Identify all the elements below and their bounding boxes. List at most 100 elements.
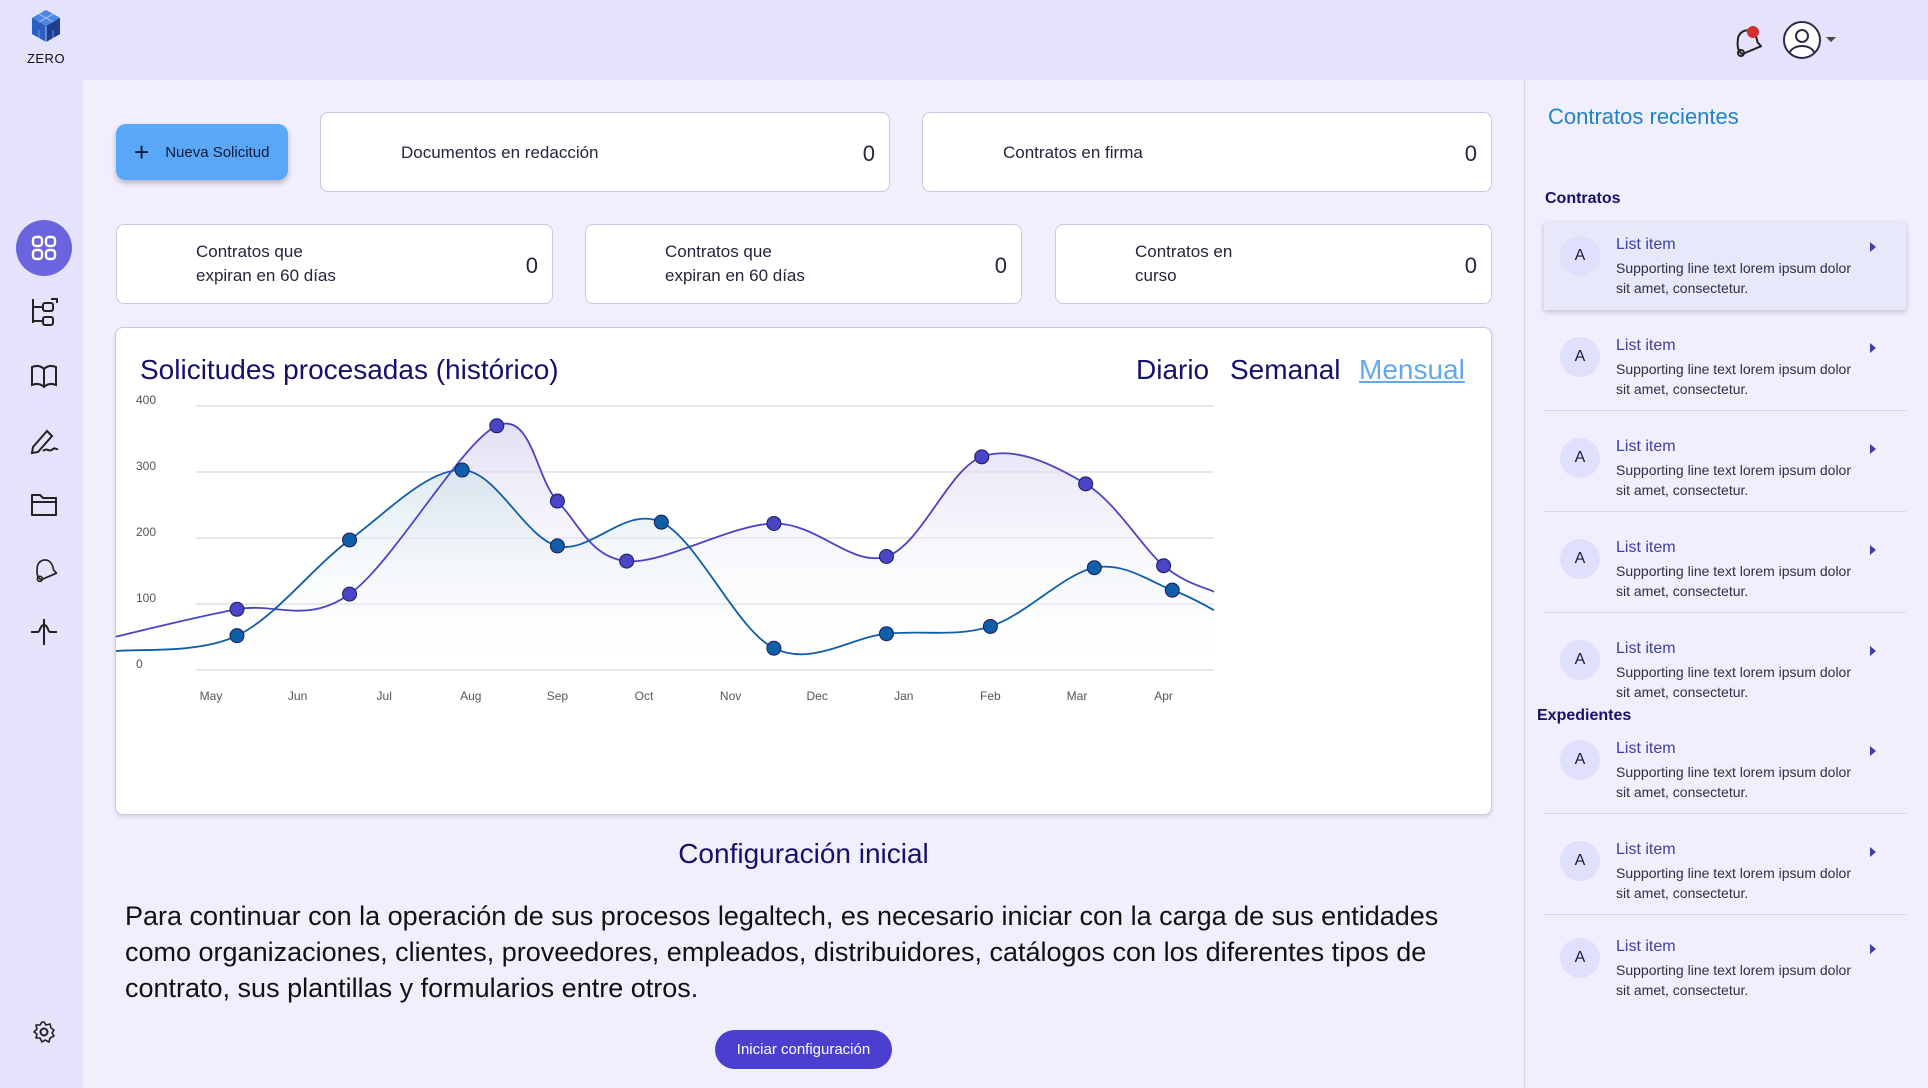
sidebar-item-activity[interactable] xyxy=(16,604,72,660)
avatar: A xyxy=(1560,236,1600,276)
y-tick-label: 100 xyxy=(136,591,156,605)
data-point xyxy=(229,601,245,617)
stat-label: Contratos en curso xyxy=(1135,242,1233,285)
stat-label: Contratos que expiran en 60 días xyxy=(665,242,805,285)
sidebar-item-signature[interactable] xyxy=(16,412,72,468)
stat-card-contracts-signing[interactable]: Contratos en firma 0 xyxy=(922,112,1492,192)
stat-card-contracts-expiring-2[interactable]: Contratos que expiran en 60 días 0 xyxy=(585,224,1022,304)
series-line xyxy=(116,469,1215,656)
stat-value: 0 xyxy=(525,253,538,278)
list-item-subtitle: Supporting line text lorem ipsum dolor s… xyxy=(1616,361,1852,397)
data-point xyxy=(974,449,990,465)
avatar: A xyxy=(1560,938,1600,978)
chevron-right-icon xyxy=(1870,242,1876,252)
data-point xyxy=(619,553,635,569)
data-point xyxy=(878,626,894,642)
x-tick-label: Oct xyxy=(635,689,654,703)
user-menu[interactable] xyxy=(1782,20,1842,60)
sidebar-item-files[interactable] xyxy=(16,476,72,532)
x-tick-label: Jul xyxy=(377,689,392,703)
stat-label: Contratos en firma xyxy=(1003,143,1143,162)
sidebar-item-workflow[interactable] xyxy=(16,284,72,340)
avatar: A xyxy=(1560,438,1600,478)
tab-weekly[interactable]: Semanal xyxy=(1230,354,1341,385)
x-tick-label: May xyxy=(200,689,223,703)
plus-icon: + xyxy=(134,137,150,167)
pulse-icon xyxy=(31,619,57,645)
tab-daily[interactable]: Diario xyxy=(1136,354,1210,385)
list-item-title: List item xyxy=(1616,539,1676,556)
list-item-subtitle: Supporting line text lorem ipsum dolor s… xyxy=(1616,764,1852,800)
left-sidebar xyxy=(0,80,83,1088)
list-item-subtitle: Supporting line text lorem ipsum dolor s… xyxy=(1616,563,1852,599)
start-configuration-button[interactable]: Iniciar configuración xyxy=(715,1030,892,1069)
config-title: Configuración inicial xyxy=(678,838,929,869)
stat-card-contracts-in-progress[interactable]: Contratos en curso 0 xyxy=(1055,224,1492,304)
list-item[interactable]: A List item Supporting line text lorem i… xyxy=(1544,726,1906,814)
data-point xyxy=(229,628,245,644)
y-tick-label: 0 xyxy=(136,657,143,671)
x-tick-label: Aug xyxy=(460,689,481,703)
bell-icon xyxy=(36,559,58,583)
list-item-subtitle: Supporting line text lorem ipsum dolor s… xyxy=(1616,865,1852,901)
tree-icon xyxy=(32,298,58,326)
list-item-title: List item xyxy=(1616,740,1676,757)
bell-icon xyxy=(1736,29,1763,57)
list-item[interactable]: A List item Supporting line text lorem i… xyxy=(1544,924,1906,1012)
list-item[interactable]: A List item Supporting line text lorem i… xyxy=(1544,222,1906,310)
list-item-subtitle: Supporting line text lorem ipsum dolor s… xyxy=(1616,260,1852,296)
series-line xyxy=(116,422,1215,638)
list-item[interactable]: A List item Supporting line text lorem i… xyxy=(1544,827,1906,915)
data-point xyxy=(1086,560,1102,576)
list-item-subtitle: Supporting line text lorem ipsum dolor s… xyxy=(1616,664,1852,700)
list-item-subtitle: Supporting line text lorem ipsum dolor s… xyxy=(1616,962,1852,998)
config-description: Para continuar con la operación de sus p… xyxy=(125,901,1439,1003)
book-icon xyxy=(31,364,57,389)
pen-icon xyxy=(30,429,59,455)
list-item[interactable]: A List item Supporting line text lorem i… xyxy=(1544,626,1906,714)
x-tick-label: Feb xyxy=(980,689,1001,703)
sidebar-item-notifications[interactable] xyxy=(16,540,72,596)
list-item[interactable]: A List item Supporting line text lorem i… xyxy=(1544,525,1906,613)
y-tick-label: 300 xyxy=(136,459,156,473)
new-request-button[interactable]: + Nueva Solicitud xyxy=(116,124,288,180)
sidebar-item-dashboard[interactable] xyxy=(16,220,72,276)
chevron-right-icon xyxy=(1870,343,1876,353)
y-tick-label: 200 xyxy=(136,525,156,539)
avatar: A xyxy=(1560,640,1600,680)
stat-card-contracts-expiring[interactable]: Contratos que expiran en 60 días 0 xyxy=(116,224,553,304)
x-tick-label: Apr xyxy=(1154,689,1173,703)
sidebar-item-catalog[interactable] xyxy=(16,348,72,404)
settings-button[interactable] xyxy=(16,1004,72,1060)
app-logo[interactable]: ZERO xyxy=(26,8,66,66)
user-avatar-icon xyxy=(1783,21,1821,59)
tab-monthly[interactable]: Mensual xyxy=(1359,354,1465,385)
list-item-title: List item xyxy=(1616,337,1676,354)
chevron-right-icon xyxy=(1870,746,1876,756)
data-point xyxy=(982,618,998,634)
x-tick-label: Sep xyxy=(547,689,569,703)
stat-value: 0 xyxy=(862,141,875,166)
chevron-right-icon xyxy=(1870,545,1876,555)
series-area xyxy=(116,470,1214,670)
avatar: A xyxy=(1560,337,1600,377)
data-point xyxy=(1164,582,1180,598)
notification-badge xyxy=(1747,26,1759,38)
stat-card-documents-drafting[interactable]: Documentos en redacción 0 xyxy=(320,112,890,192)
grid-icon xyxy=(31,235,57,261)
top-bar: ZERO xyxy=(0,0,1928,80)
x-tick-label: Jan xyxy=(894,689,913,703)
y-tick-label: 400 xyxy=(136,393,156,407)
list-item[interactable]: A List item Supporting line text lorem i… xyxy=(1544,424,1906,512)
list-item-title: List item xyxy=(1616,438,1676,455)
gear-icon xyxy=(33,1021,55,1043)
avatar: A xyxy=(1560,841,1600,881)
list-item[interactable]: A List item Supporting line text lorem i… xyxy=(1544,323,1906,411)
cube-logo-icon xyxy=(32,10,60,42)
list-item-subtitle: Supporting line text lorem ipsum dolor s… xyxy=(1616,462,1852,498)
requests-chart-card: Solicitudes procesadas (histórico) Diari… xyxy=(115,327,1492,815)
stat-value: 0 xyxy=(1464,141,1477,166)
list-item-title: List item xyxy=(1616,938,1676,955)
x-tick-label: Dec xyxy=(807,689,828,703)
notifications-button[interactable] xyxy=(1730,22,1763,58)
